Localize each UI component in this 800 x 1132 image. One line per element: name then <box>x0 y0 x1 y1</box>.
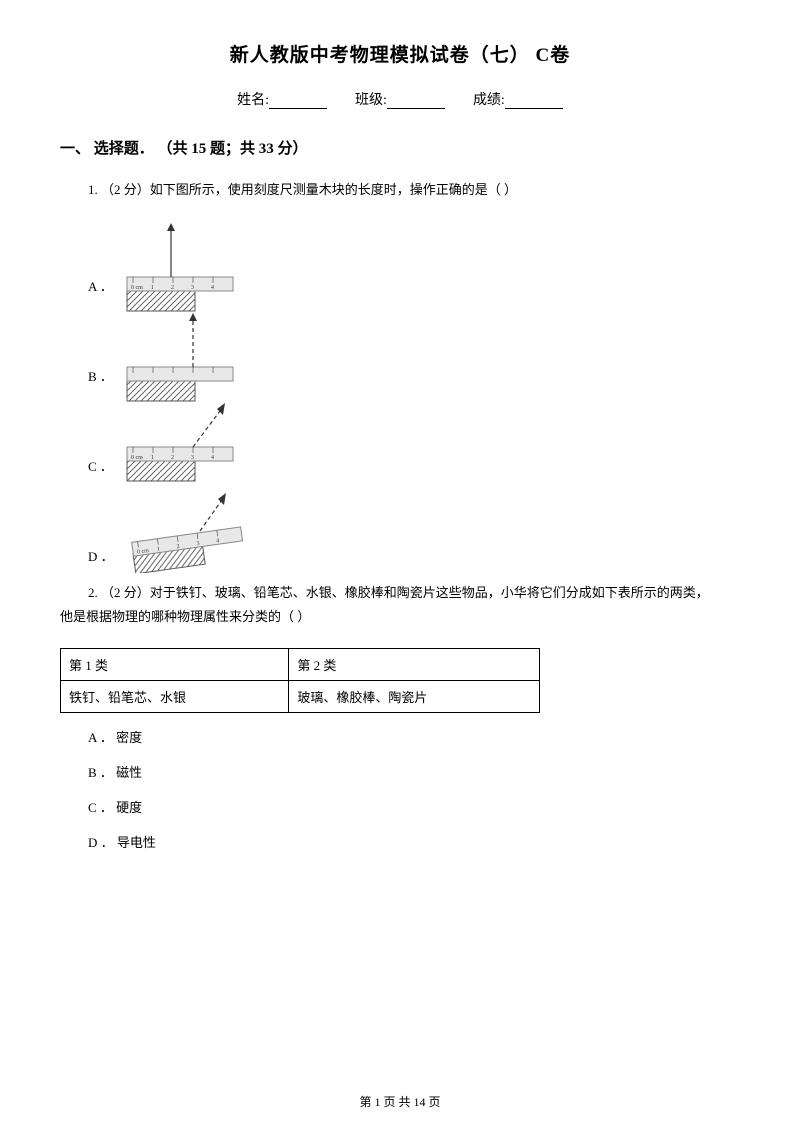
score-blank[interactable] <box>505 95 563 109</box>
ruler-diagram-c: 0 cm 1 2 3 4 <box>123 401 243 479</box>
q1-option-b[interactable]: B ． <box>88 311 740 389</box>
table-row: 铁钉、铅笔芯、水银 玻璃、橡胶棒、陶瓷片 <box>61 681 540 713</box>
table-header-1: 第 1 类 <box>61 649 289 681</box>
svg-text:4: 4 <box>211 455 214 461</box>
svg-text:4: 4 <box>211 285 214 291</box>
section-1-header: 一、 选择题． （共 15 题；共 33 分） <box>60 137 740 158</box>
table-row: 第 1 类 第 2 类 <box>61 649 540 681</box>
table-cell-1: 铁钉、铅笔芯、水银 <box>61 681 289 713</box>
q2-option-d[interactable]: D ． 导电性 <box>88 832 740 851</box>
q1-option-c[interactable]: C ． 0 cm 1 2 3 4 <box>88 401 740 479</box>
svg-text:0 cm: 0 cm <box>131 455 143 461</box>
name-blank[interactable] <box>269 95 327 109</box>
ruler-diagram-b <box>123 311 243 389</box>
svg-text:3: 3 <box>191 455 194 461</box>
q1-option-a[interactable]: A ． 0 cm 1 2 3 4 <box>88 221 740 299</box>
svg-text:1: 1 <box>151 285 154 291</box>
class-blank[interactable] <box>387 95 445 109</box>
class-label: 班级: <box>355 93 387 108</box>
option-b-label: B ． <box>88 366 113 389</box>
option-a-label: A ． <box>88 276 113 299</box>
svg-text:2: 2 <box>171 285 174 291</box>
table-header-2: 第 2 类 <box>289 649 540 681</box>
option-c-label: C ． <box>88 456 113 479</box>
q2-category-table: 第 1 类 第 2 类 铁钉、铅笔芯、水银 玻璃、橡胶棒、陶瓷片 <box>60 648 540 713</box>
exam-title: 新人教版中考物理模拟试卷（七） C卷 <box>60 40 740 67</box>
question-2-text: 2. （2 分）对于铁钉、玻璃、铅笔芯、水银、橡胶棒和陶瓷片这些物品，小华将它们… <box>60 581 740 630</box>
svg-text:0 cm: 0 cm <box>131 285 143 291</box>
table-cell-2: 玻璃、橡胶棒、陶瓷片 <box>289 681 540 713</box>
option-d-label: D ． <box>88 546 114 569</box>
page-footer: 第 1 页 共 14 页 <box>0 1093 800 1110</box>
q2-option-c[interactable]: C ． 硬度 <box>88 797 740 816</box>
q2-option-a[interactable]: A ． 密度 <box>88 727 740 746</box>
question-1-text: 1. （2 分）如下图所示，使用刻度尺测量木块的长度时，操作正确的是（ ） <box>88 178 740 203</box>
name-label: 姓名: <box>237 93 269 108</box>
q2-option-b[interactable]: B ． 磁性 <box>88 762 740 781</box>
student-info-line: 姓名: 班级: 成绩: <box>60 89 740 109</box>
svg-text:1: 1 <box>151 455 154 461</box>
q2-line2: 他是根据物理的哪种物理属性来分类的（ ） <box>60 609 310 624</box>
q1-option-d[interactable]: D ． 0 cm 1 2 <box>88 491 740 569</box>
ruler-diagram-a: 0 cm 1 2 3 4 <box>123 221 243 299</box>
q2-line1: 2. （2 分）对于铁钉、玻璃、铅笔芯、水银、橡胶棒和陶瓷片这些物品，小华将它们… <box>88 585 709 600</box>
svg-text:3: 3 <box>191 285 194 291</box>
score-label: 成绩: <box>473 93 505 108</box>
svg-text:2: 2 <box>171 455 174 461</box>
ruler-diagram-d: 0 cm 1 2 3 4 <box>124 491 244 569</box>
